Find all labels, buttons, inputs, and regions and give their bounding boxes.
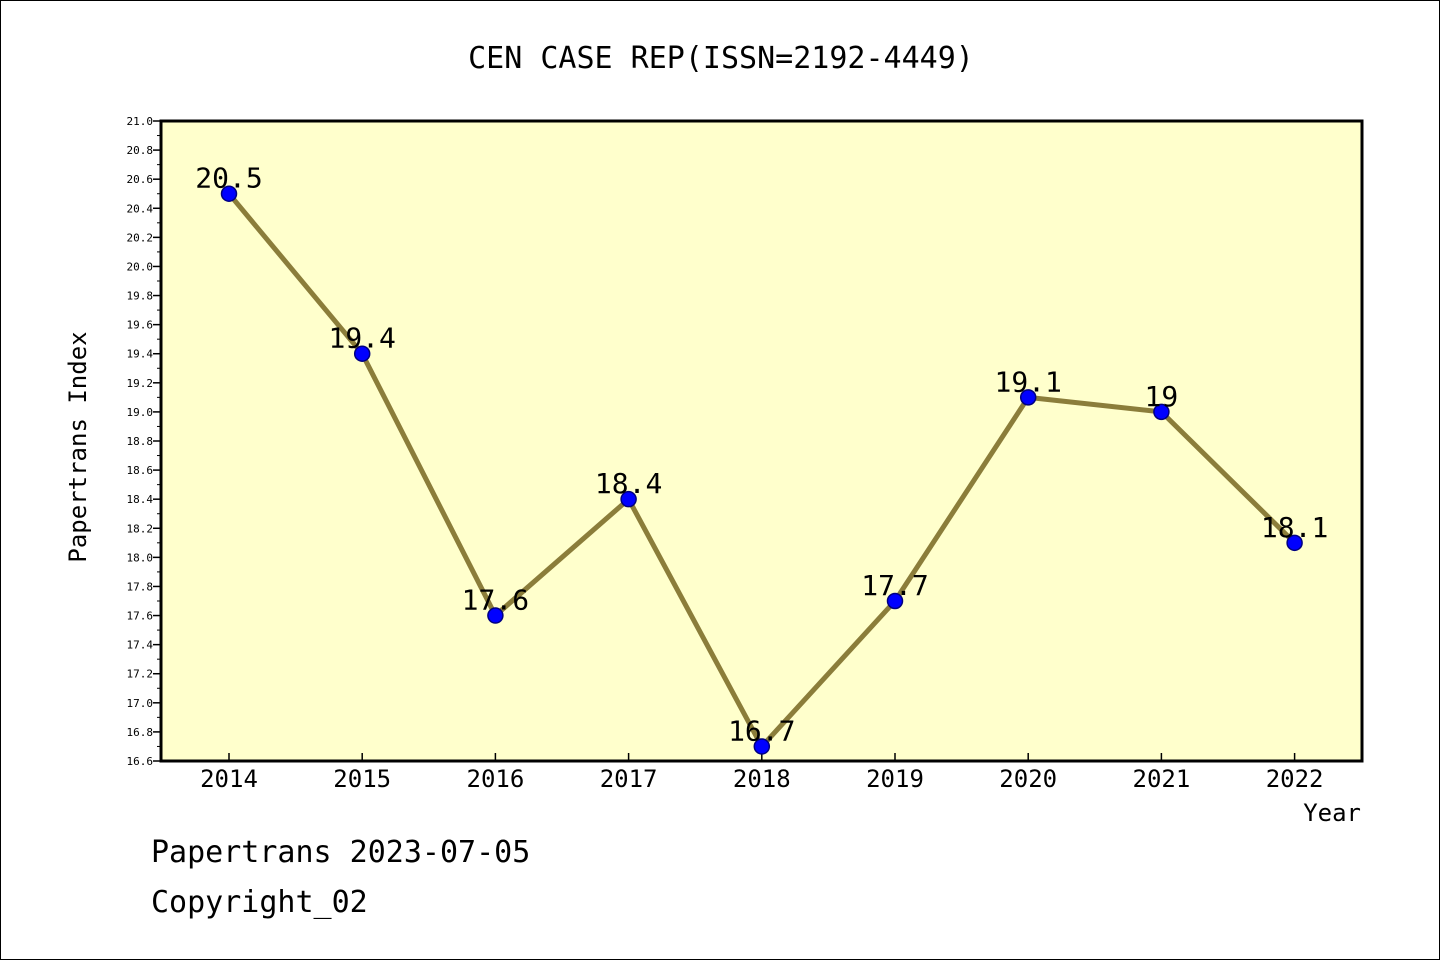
y-axis-label: Papertrans Index [64, 331, 92, 562]
data-label-2016: 17.6 [462, 584, 529, 617]
data-label-2018: 16.7 [728, 714, 795, 747]
data-label-2017: 18.4 [595, 467, 662, 500]
y-tick-label-18: 20.2 [127, 231, 154, 244]
y-tick-label-10: 18.6 [127, 464, 154, 477]
y-tick-label-1: 16.8 [127, 726, 154, 739]
y-tick-label-7: 18.0 [127, 551, 154, 564]
x-tick-label-0: 2014 [200, 765, 258, 793]
data-point-2014 [220, 185, 238, 202]
y-tick-label-19: 20.4 [127, 202, 154, 215]
data-label-2022: 18.1 [1261, 511, 1328, 544]
data-point-2016 [487, 607, 504, 624]
y-tick-label-21: 20.8 [127, 144, 154, 157]
data-label-2014: 20.5 [195, 162, 262, 195]
y-axis: 16.6 16.8 17.0 17.2 17.4 17.6 17.8 18.0 18.2 18.4… [127, 115, 161, 768]
x-tick-label-2: 2016 [467, 765, 525, 793]
data-label-2021: 19 [1145, 380, 1179, 413]
x-tick-label-5: 2019 [866, 765, 924, 793]
x-tick-label-1: 2015 [333, 765, 391, 793]
y-tick-label-9: 18.4 [127, 493, 154, 506]
data-labels: 20.5 19.4 17.6 18.4 16.7 17.7 19.1 19 18.1 [195, 162, 1328, 748]
data-point-2020 [1019, 389, 1037, 406]
x-axis: 2014 2015 2016 2017 2018 2019 2020 2021 2022 [200, 753, 1323, 793]
y-tick-label-4: 17.4 [127, 639, 154, 652]
data-point-2018 [753, 738, 771, 755]
x-tick-label-8: 2022 [1266, 765, 1324, 793]
data-label-2020: 19.1 [994, 365, 1061, 398]
y-tick-label-15: 19.6 [127, 319, 154, 332]
data-point-2019 [886, 592, 904, 610]
y-tick-label-2: 17.0 [127, 697, 154, 710]
data-label-2015: 19.4 [328, 322, 395, 355]
y-tick-label-6: 17.8 [127, 580, 154, 593]
y-tick-label-13: 19.2 [127, 377, 154, 390]
x-tick-label-4: 2018 [733, 765, 791, 793]
x-tick-label-7: 2021 [1133, 765, 1191, 793]
y-tick-label-8: 18.2 [127, 522, 154, 535]
y-tick-label-22: 21.0 [127, 115, 154, 128]
x-tick-label-3: 2017 [600, 765, 658, 793]
data-point-2015 [353, 345, 371, 362]
x-axis-label: Year [1303, 799, 1361, 827]
data-label-2019: 17.7 [861, 569, 928, 602]
y-tick-label-16: 19.8 [127, 290, 154, 303]
data-point-2017 [620, 490, 637, 508]
y-tick-label-12: 19.0 [127, 406, 154, 419]
y-tick-label-20: 20.6 [127, 173, 154, 186]
y-tick-label-17: 20.0 [127, 260, 154, 273]
y-tick-label-11: 18.8 [127, 435, 154, 448]
footer-date: Papertrans 2023-07-05 [151, 835, 531, 870]
data-point-2022 [1286, 534, 1303, 552]
footer-copyright: Copyright_02 [151, 885, 368, 920]
y-tick-label-3: 17.2 [127, 668, 154, 681]
x-tick-label-6: 2020 [999, 765, 1057, 793]
plot-area [159, 119, 1364, 763]
y-tick-label-14: 19.4 [127, 348, 154, 361]
chart-title: CEN CASE REP(ISSN=2192-4449) [468, 41, 974, 76]
series-markers [220, 185, 1303, 755]
y-tick-label-0: 16.6 [127, 755, 154, 768]
y-tick-label-5: 17.6 [127, 610, 154, 623]
data-point-2021 [1153, 403, 1170, 421]
